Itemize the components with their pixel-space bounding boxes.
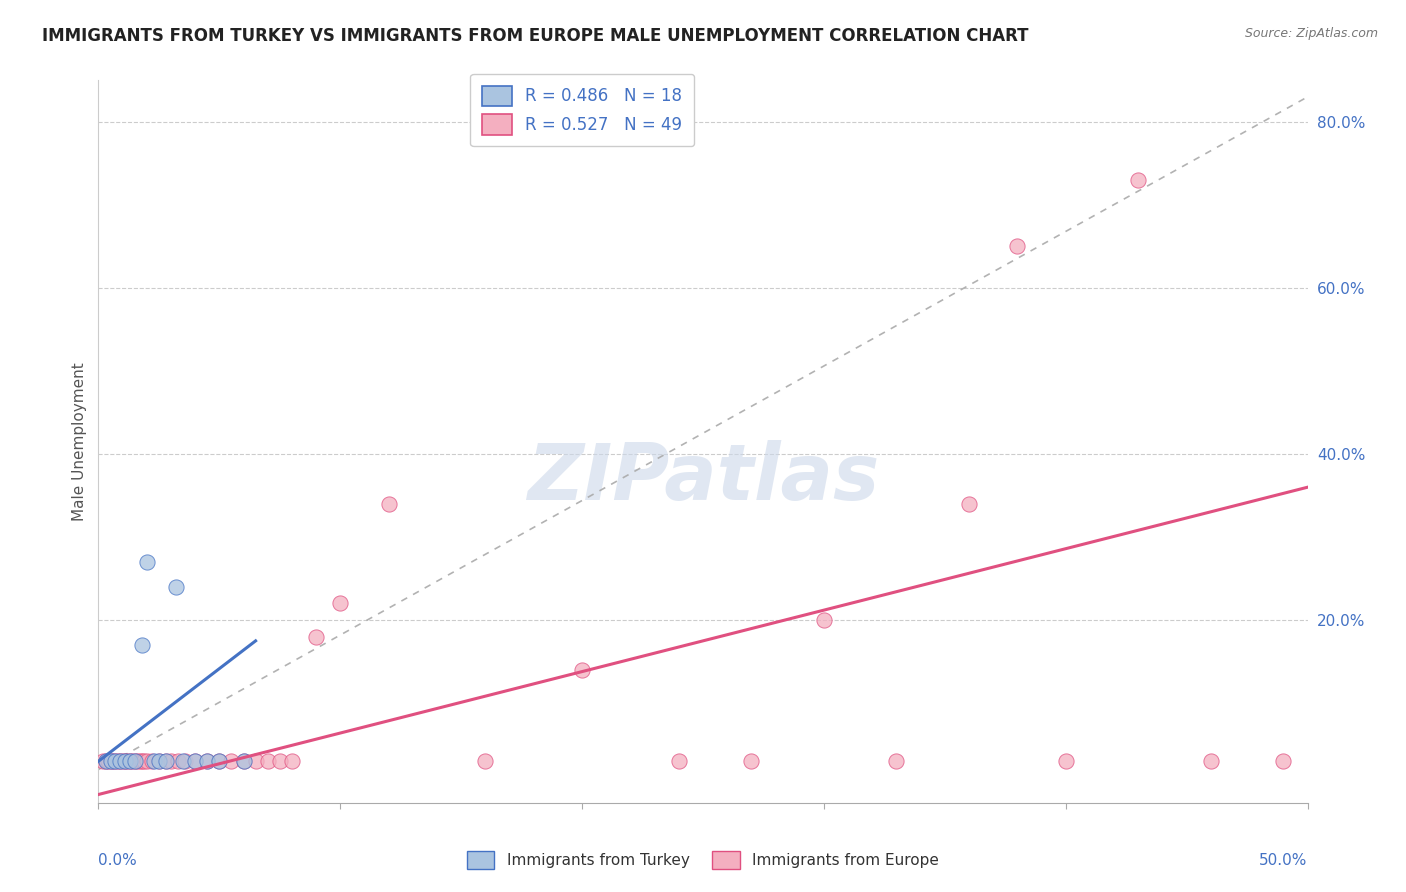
- Point: [1128, 173, 1150, 187]
- Point: [148, 754, 170, 768]
- Point: [208, 754, 231, 768]
- Point: [1272, 754, 1295, 768]
- Y-axis label: Male Unemployment: Male Unemployment: [72, 362, 87, 521]
- Point: [94, 754, 117, 768]
- Legend: Immigrants from Turkey, Immigrants from Europe: Immigrants from Turkey, Immigrants from …: [461, 845, 945, 875]
- Point: [155, 754, 177, 768]
- Point: [668, 754, 690, 768]
- Point: [160, 754, 183, 768]
- Text: 50.0%: 50.0%: [1260, 854, 1308, 869]
- Point: [114, 754, 136, 768]
- Point: [108, 754, 131, 768]
- Point: [108, 754, 131, 768]
- Point: [232, 754, 254, 768]
- Point: [97, 754, 120, 768]
- Point: [165, 580, 187, 594]
- Point: [1007, 239, 1029, 253]
- Point: [117, 754, 139, 768]
- Point: [124, 754, 146, 768]
- Point: [813, 613, 835, 627]
- Legend: R = 0.486   N = 18, R = 0.527   N = 49: R = 0.486 N = 18, R = 0.527 N = 49: [470, 74, 695, 146]
- Point: [195, 754, 218, 768]
- Point: [269, 754, 291, 768]
- Point: [101, 754, 124, 768]
- Point: [155, 754, 177, 768]
- Point: [329, 597, 352, 611]
- Point: [143, 754, 166, 768]
- Text: 0.0%: 0.0%: [98, 854, 138, 869]
- Point: [127, 754, 149, 768]
- Point: [135, 555, 157, 569]
- Point: [131, 638, 153, 652]
- Point: [167, 754, 190, 768]
- Point: [114, 754, 136, 768]
- Point: [121, 754, 143, 768]
- Point: [124, 754, 146, 768]
- Point: [474, 754, 496, 768]
- Point: [100, 754, 122, 768]
- Point: [141, 754, 163, 768]
- Point: [107, 754, 129, 768]
- Point: [131, 754, 153, 768]
- Point: [111, 754, 134, 768]
- Point: [256, 754, 278, 768]
- Point: [232, 754, 254, 768]
- Point: [281, 754, 304, 768]
- Point: [118, 754, 141, 768]
- Point: [377, 497, 399, 511]
- Point: [184, 754, 207, 768]
- Text: IMMIGRANTS FROM TURKEY VS IMMIGRANTS FROM EUROPE MALE UNEMPLOYMENT CORRELATION C: IMMIGRANTS FROM TURKEY VS IMMIGRANTS FRO…: [42, 27, 1029, 45]
- Point: [195, 754, 218, 768]
- Point: [172, 754, 194, 768]
- Point: [957, 497, 980, 511]
- Point: [118, 754, 141, 768]
- Point: [148, 754, 170, 768]
- Point: [886, 754, 908, 768]
- Text: ZIPatlas: ZIPatlas: [527, 440, 879, 516]
- Point: [128, 754, 150, 768]
- Point: [208, 754, 231, 768]
- Point: [221, 754, 243, 768]
- Point: [104, 754, 127, 768]
- Point: [245, 754, 267, 768]
- Point: [1199, 754, 1222, 768]
- Point: [174, 754, 197, 768]
- Text: Source: ZipAtlas.com: Source: ZipAtlas.com: [1244, 27, 1378, 40]
- Point: [94, 754, 117, 768]
- Point: [104, 754, 127, 768]
- Point: [184, 754, 207, 768]
- Point: [135, 754, 157, 768]
- Point: [305, 630, 328, 644]
- Point: [1054, 754, 1077, 768]
- Point: [134, 754, 156, 768]
- Point: [91, 754, 114, 768]
- Point: [740, 754, 762, 768]
- Point: [100, 754, 122, 768]
- Point: [571, 663, 593, 677]
